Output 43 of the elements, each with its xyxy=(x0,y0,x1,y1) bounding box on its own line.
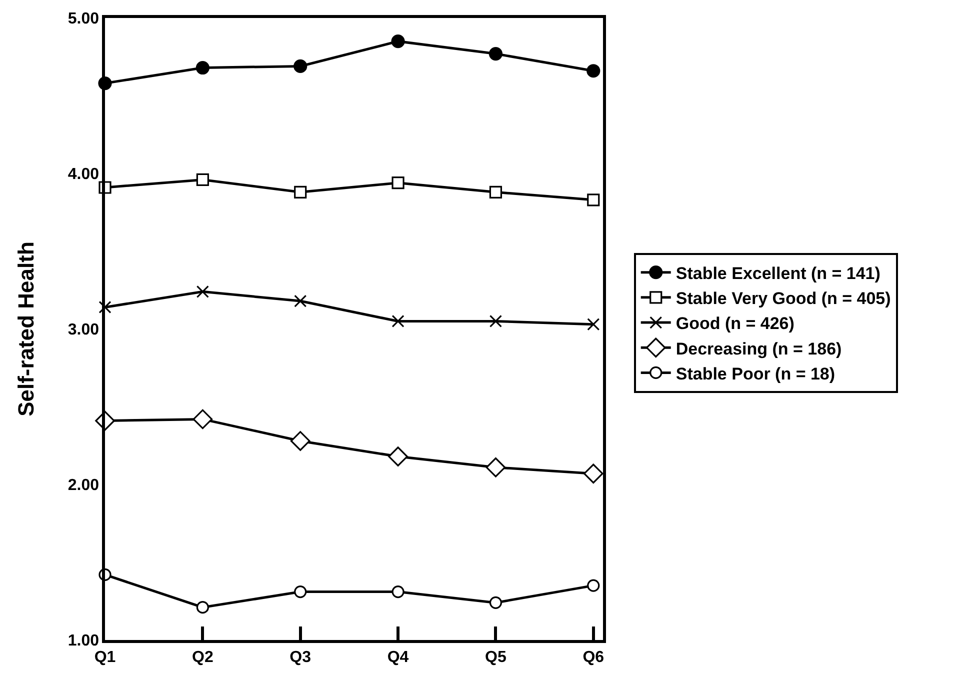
y-tick-label: 5.00 xyxy=(68,10,100,28)
point xyxy=(98,300,112,314)
point xyxy=(586,64,600,78)
y-axis-title: Self-rated Health xyxy=(14,242,39,416)
y-tick-label: 2.00 xyxy=(68,477,100,494)
y-tick-label: 1.00 xyxy=(68,632,100,650)
x-tick-label: Q2 xyxy=(192,648,214,666)
point xyxy=(587,318,600,331)
point xyxy=(489,314,502,328)
y-tick-label: 3.00 xyxy=(68,322,100,339)
point xyxy=(196,173,209,186)
point xyxy=(290,431,310,451)
point xyxy=(587,194,600,206)
point xyxy=(486,458,506,478)
legend-label: Good (n = 426) xyxy=(676,314,794,334)
legend-label: Decreasing (n = 186) xyxy=(676,339,842,358)
point xyxy=(294,294,307,308)
x-tick-label: Q3 xyxy=(290,648,312,666)
point xyxy=(192,409,213,430)
x-tick-label: Q6 xyxy=(582,648,604,666)
point xyxy=(196,601,209,614)
point xyxy=(587,579,600,592)
point xyxy=(489,186,502,198)
point xyxy=(488,46,503,61)
point xyxy=(388,446,408,466)
point xyxy=(392,585,404,598)
x-tick-label: Q5 xyxy=(485,648,506,666)
point xyxy=(196,60,210,75)
point xyxy=(294,585,307,598)
point xyxy=(392,314,404,328)
point xyxy=(294,59,308,73)
point xyxy=(392,176,404,190)
point xyxy=(294,186,307,198)
point xyxy=(489,596,502,609)
point xyxy=(391,34,405,48)
legend-label: Stable Very Good (n = 405) xyxy=(676,289,891,308)
point xyxy=(196,285,209,298)
legend-label: Stable Excellent (n = 141) xyxy=(676,264,880,283)
y-tick-label: 4.00 xyxy=(68,166,100,184)
legend-label: Stable Poor (n = 18) xyxy=(676,364,836,384)
x-tick-label: Q1 xyxy=(94,648,116,666)
x-tick-label: Q4 xyxy=(387,648,409,666)
point xyxy=(583,464,604,484)
